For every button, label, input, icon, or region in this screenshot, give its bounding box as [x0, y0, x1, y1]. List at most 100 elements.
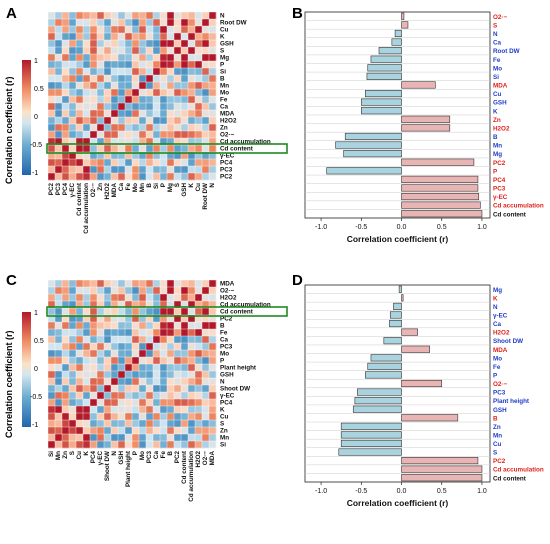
heatmap-cell — [69, 145, 77, 153]
heatmap-row-label: PC3 — [220, 166, 233, 173]
heatmap-cell — [167, 301, 175, 309]
heatmap-cell — [174, 280, 182, 288]
heatmap-cell — [97, 399, 105, 407]
heatmap-cell — [104, 378, 112, 386]
heatmap-cell — [188, 308, 196, 316]
heatmap-cell — [160, 336, 168, 344]
heatmap-cell — [146, 19, 154, 27]
heatmap-cell — [48, 47, 56, 55]
bar — [401, 124, 451, 132]
heatmap-cell — [125, 322, 133, 330]
bar — [401, 474, 483, 482]
bar-category-label: γ-EC — [493, 313, 508, 320]
heatmap-cell — [111, 26, 119, 34]
heatmap-col-label: H2O2 — [104, 183, 111, 200]
heatmap-cell — [76, 427, 84, 435]
heatmap-cell — [209, 413, 217, 421]
heatmap-cell — [125, 166, 133, 174]
heatmap-cell — [55, 364, 63, 372]
heatmap-cell — [167, 280, 175, 288]
heatmap-cell — [76, 350, 84, 358]
heatmap-cell — [48, 54, 56, 62]
heatmap-cell — [146, 54, 154, 62]
heatmap-cell — [160, 364, 168, 372]
heatmap-cell — [167, 392, 175, 400]
heatmap-cell — [90, 75, 98, 83]
heatmap-cell — [125, 131, 133, 139]
bar-category-label: Cd accumulation — [493, 203, 544, 210]
heatmap-cell — [202, 68, 210, 76]
heatmap-cell — [83, 19, 91, 27]
panel-letter-d: D — [292, 272, 303, 289]
heatmap-cell — [174, 364, 182, 372]
heatmap-cell — [118, 336, 126, 344]
heatmap-cell — [202, 287, 210, 295]
heatmap-cell — [125, 26, 133, 34]
heatmap-cell — [55, 166, 63, 174]
heatmap-cell — [209, 364, 217, 372]
heatmap-cell — [97, 68, 105, 76]
heatmap-cell — [90, 371, 98, 379]
heatmap-cell — [125, 392, 133, 400]
heatmap-cell — [174, 19, 182, 27]
heatmap-cell — [167, 68, 175, 76]
heatmap-cell — [195, 166, 203, 174]
heatmap-cell — [209, 315, 217, 323]
heatmap-cell — [195, 350, 203, 358]
heatmap-cell — [153, 364, 161, 372]
heatmap-cell — [111, 145, 119, 153]
heatmap-cell — [195, 82, 203, 90]
heatmap-row-label: Root DW — [220, 19, 247, 26]
heatmap-cell — [97, 329, 105, 337]
plot-frame — [304, 284, 491, 483]
heatmap-cell — [111, 441, 119, 449]
heatmap-cell — [132, 434, 140, 442]
heatmap-row-label: Ca — [220, 103, 229, 110]
heatmap-cell — [125, 173, 133, 181]
heatmap-col-label: Cu — [195, 183, 202, 192]
heatmap-cell — [202, 399, 210, 407]
heatmap-cell — [118, 96, 126, 104]
heatmap-cell — [55, 61, 63, 69]
heatmap-cell — [153, 329, 161, 337]
heatmap-cell — [97, 294, 105, 302]
heatmap-cell — [55, 343, 63, 351]
x-tick-label: 1.0 — [477, 224, 487, 231]
heatmap-cell — [111, 19, 119, 27]
heatmap-cell — [181, 420, 189, 428]
heatmap-cell — [62, 322, 70, 330]
heatmap-cell — [104, 159, 112, 167]
heatmap-cell — [139, 329, 147, 337]
heatmap-cell — [83, 406, 91, 414]
heatmap-cell — [132, 336, 140, 344]
heatmap-cell — [125, 33, 133, 41]
heatmap-cell — [202, 357, 210, 365]
heatmap-cell — [55, 392, 63, 400]
heatmap-cell — [188, 392, 196, 400]
heatmap-cell — [209, 54, 217, 62]
heatmap-cell — [146, 145, 154, 153]
heatmap-cell — [160, 131, 168, 139]
heatmap-cell — [167, 26, 175, 34]
heatmap-cell — [76, 301, 84, 309]
heatmap-row-label: Cd accumulation — [220, 301, 271, 308]
heatmap-cell — [69, 19, 77, 27]
heatmap-cell — [132, 138, 140, 146]
heatmap-cell — [90, 103, 98, 111]
heatmap-cell — [167, 159, 175, 167]
heatmap-cell — [69, 315, 77, 323]
heatmap-cell — [76, 315, 84, 323]
heatmap-cell — [160, 117, 168, 125]
heatmap-cell — [195, 385, 203, 393]
heatmap-cell — [195, 103, 203, 111]
heatmap-col-label: B — [167, 451, 174, 456]
heatmap-cell — [62, 54, 70, 62]
heatmap-cell — [111, 75, 119, 83]
heatmap-cell — [160, 47, 168, 55]
heatmap-cell — [167, 378, 175, 386]
heatmap-cell — [174, 82, 182, 90]
heatmap-cell — [83, 131, 91, 139]
heatmap-cell — [111, 392, 119, 400]
heatmap-cell — [139, 103, 147, 111]
heatmap-cell — [97, 61, 105, 69]
